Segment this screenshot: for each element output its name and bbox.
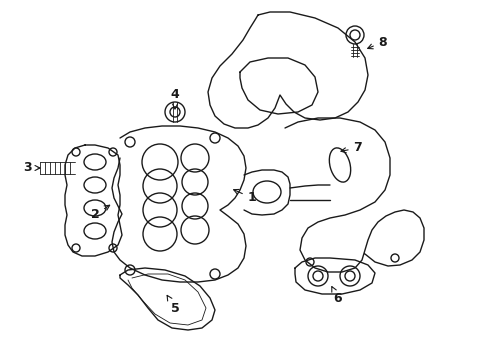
- Text: 2: 2: [90, 205, 109, 221]
- Text: 6: 6: [331, 287, 342, 306]
- Text: 1: 1: [233, 189, 256, 204]
- Text: 5: 5: [167, 296, 179, 315]
- Text: 7: 7: [340, 141, 362, 154]
- Text: 8: 8: [367, 36, 386, 49]
- Text: 4: 4: [170, 89, 179, 109]
- Text: 3: 3: [23, 162, 40, 175]
